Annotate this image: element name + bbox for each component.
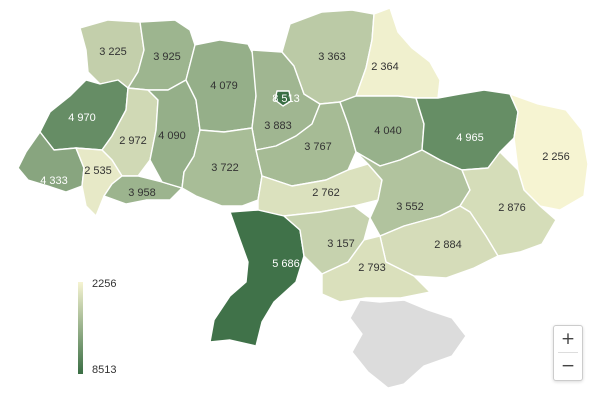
zoom-out-button[interactable]: − (560, 356, 576, 376)
region-value-sumy: 2 364 (371, 61, 399, 73)
region-odesa[interactable] (209, 209, 305, 347)
region-kherson[interactable] (321, 235, 431, 303)
region-value-lviv: 4 970 (68, 112, 96, 124)
region-value-luhansk: 2 256 (542, 151, 570, 163)
region-value-volyn: 3 225 (99, 46, 127, 58)
region-value-odesa: 5 686 (272, 258, 300, 270)
region-value-donetsk: 2 876 (498, 202, 526, 214)
region-value-kherson: 2 793 (358, 262, 386, 274)
region-luhansk[interactable] (509, 93, 589, 211)
region-value-kharkiv: 4 965 (456, 132, 484, 144)
color-legend: 2256 8513 (78, 278, 138, 378)
region-zakarpattia[interactable] (17, 131, 85, 193)
region-value-zhytomyr: 4 079 (210, 80, 238, 92)
zoom-divider (558, 352, 578, 353)
region-kyiv-city[interactable] (274, 90, 292, 107)
region-value-chernihiv: 3 363 (318, 51, 346, 63)
region-value-ivano-frankivsk: 2 535 (84, 165, 112, 177)
legend-gradient-bar (78, 282, 83, 374)
legend-top-label: 2256 (92, 278, 117, 290)
region-value-chernivtsi: 3 958 (128, 187, 156, 199)
region-value-zaporizhzhia: 2 884 (434, 239, 462, 251)
region-value-dnipropetrovsk: 3 552 (396, 201, 424, 213)
region-value-vinnytsia: 3 722 (211, 162, 239, 174)
region-value-cherkasy: 3 767 (304, 141, 332, 153)
region-value-ternopil: 2 972 (119, 135, 147, 147)
region-value-mykolaiv: 3 157 (327, 238, 355, 250)
legend-bottom-label: 8513 (92, 364, 117, 376)
region-vinnytsia[interactable] (181, 127, 263, 207)
region-crimea[interactable] (349, 299, 467, 389)
region-value-poltava: 4 040 (374, 125, 402, 137)
zoom-in-button[interactable]: + (560, 329, 576, 349)
region-value-kirovohrad: 2 762 (312, 187, 340, 199)
region-value-kyiv-city: 8 513 (272, 93, 300, 105)
region-value-kyiv-oblast: 3 883 (264, 120, 292, 132)
region-value-khmelnytskyi: 4 090 (158, 130, 186, 142)
region-value-rivne: 3 925 (153, 51, 181, 63)
region-value-zakarpattia: 4 333 (40, 175, 68, 187)
zoom-control: + − (553, 325, 583, 381)
